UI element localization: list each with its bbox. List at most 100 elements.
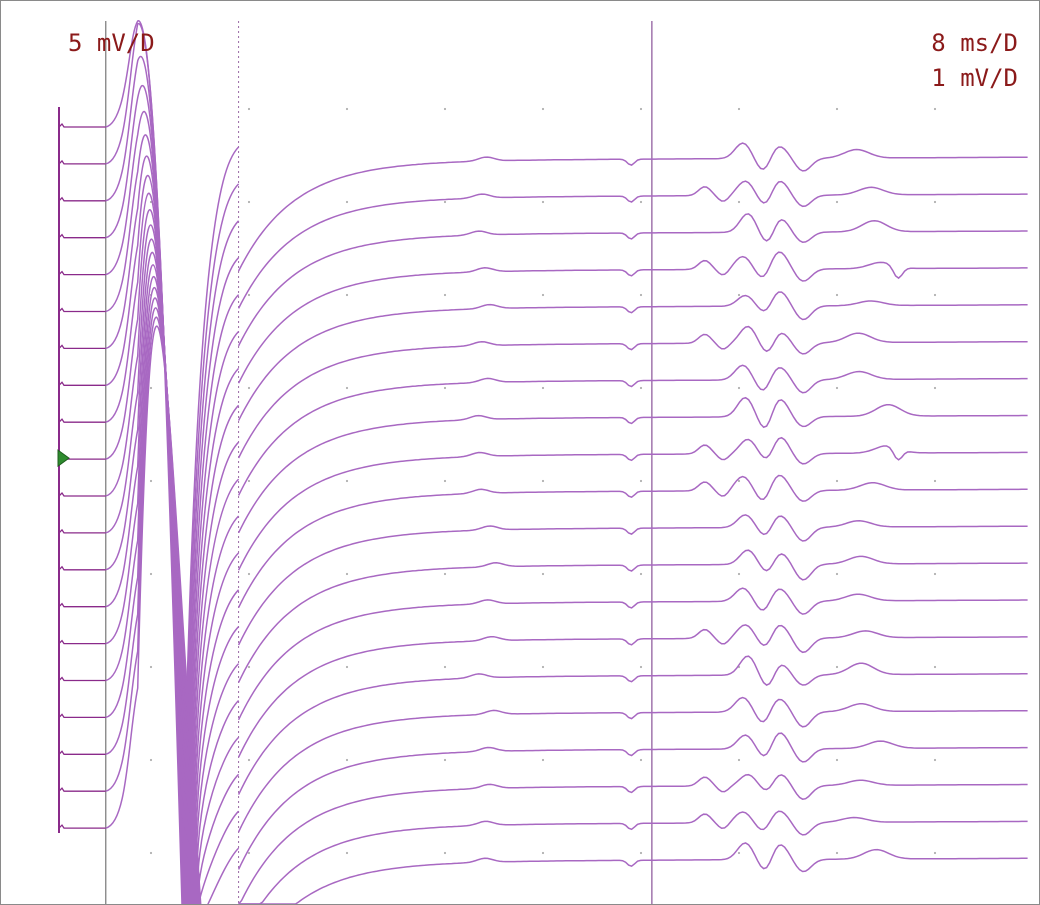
grid-dot [345, 572, 349, 576]
grid-dot [541, 200, 545, 204]
grid-dot [345, 851, 349, 855]
grid-dot [835, 851, 839, 855]
grid-dot [737, 386, 741, 390]
trace-5 [237, 291, 1028, 421]
trace-baseline [58, 676, 106, 682]
grid-dot [345, 107, 349, 111]
grid-dot [443, 665, 447, 669]
grid-dot [933, 665, 937, 669]
grid-dot [835, 479, 839, 483]
trace-marker-arrow-icon[interactable] [57, 449, 70, 468]
trace-12 [237, 549, 1028, 683]
time-scale-label: 8 ms/D [931, 29, 1018, 57]
grid-dot [933, 479, 937, 483]
grid-dot [933, 758, 937, 762]
trace-baseline [58, 122, 106, 128]
grid-dot [639, 293, 643, 297]
grid-dot [933, 851, 937, 855]
grid-dot [639, 200, 643, 204]
grid-dot [541, 479, 545, 483]
grid-dot [737, 572, 741, 576]
grid-dot [149, 758, 153, 762]
grid-dot [247, 293, 251, 297]
trace-baseline [58, 159, 106, 165]
trace-20 [238, 842, 1028, 904]
grid-dot [247, 851, 251, 855]
grid-dot [737, 758, 741, 762]
trace-baseline [58, 491, 106, 497]
stimulus-artifact [105, 316, 240, 904]
grid-dot [443, 572, 447, 576]
grid-dot [737, 200, 741, 204]
grid-dot [149, 386, 153, 390]
trace-10 [237, 474, 1028, 608]
grid-dot [443, 758, 447, 762]
trace-baseline [58, 196, 106, 202]
grid-dot [443, 293, 447, 297]
grid-dot [933, 293, 937, 297]
stimulus-scale-label: 5 mV/D [68, 29, 155, 57]
grid-dot [443, 479, 447, 483]
grid-dot [639, 572, 643, 576]
grid-dot [933, 200, 937, 204]
trace-baseline [58, 307, 106, 313]
trace-group [237, 142, 1028, 904]
stimulus-artifact [105, 155, 240, 904]
grid-dot [345, 386, 349, 390]
grid-dot [933, 107, 937, 111]
trace-baseline [58, 787, 106, 792]
trace-baseline [58, 233, 106, 239]
grid-dot [149, 851, 153, 855]
grid-dot [541, 851, 545, 855]
grid-dot [443, 200, 447, 204]
grid-dot [541, 665, 545, 669]
trace-7 [237, 364, 1028, 496]
grid-dots [149, 107, 937, 855]
trace-baseline [58, 713, 106, 719]
stimulus-artifact [105, 325, 240, 904]
grid-dot [835, 572, 839, 576]
trace-3 [237, 213, 1028, 347]
grid-dot [835, 386, 839, 390]
trace-baseline [58, 344, 106, 350]
trace-baseline [58, 528, 106, 534]
amplitude-scale-label: 1 mV/D [931, 64, 1018, 92]
grid-dot [541, 107, 545, 111]
trace-baseline [58, 750, 106, 755]
grid-dot [443, 851, 447, 855]
grid-dot [639, 479, 643, 483]
grid-dot [149, 479, 153, 483]
trace-13 [237, 587, 1028, 721]
grid-dot [639, 851, 643, 855]
grid-dot [933, 572, 937, 576]
grid-dot [541, 386, 545, 390]
grid-dot [835, 107, 839, 111]
grid-dot [345, 293, 349, 297]
grid-dot [247, 107, 251, 111]
grid-dot [345, 479, 349, 483]
trace-baseline [58, 418, 106, 423]
grid-dot [345, 665, 349, 669]
trace-9 [237, 436, 1028, 571]
trace-baseline [58, 639, 106, 645]
trace-11 [237, 514, 1028, 646]
grid-dot [835, 200, 839, 204]
grid-dot [247, 479, 251, 483]
stimulus-baselines [58, 107, 106, 833]
grid-dot [247, 200, 251, 204]
grid-dot [737, 293, 741, 297]
trace-19 [238, 810, 1028, 904]
trace-17 [237, 732, 1028, 870]
grid-dot [737, 479, 741, 483]
grid-dot [149, 665, 153, 669]
trace-baseline [58, 270, 106, 276]
grid-dot [639, 758, 643, 762]
grid-dot [247, 758, 251, 762]
grid-dot [835, 293, 839, 297]
trace-14 [237, 624, 1028, 758]
trace-baseline [58, 381, 106, 386]
trace-18 [238, 773, 1028, 904]
trace-baseline [58, 565, 106, 571]
